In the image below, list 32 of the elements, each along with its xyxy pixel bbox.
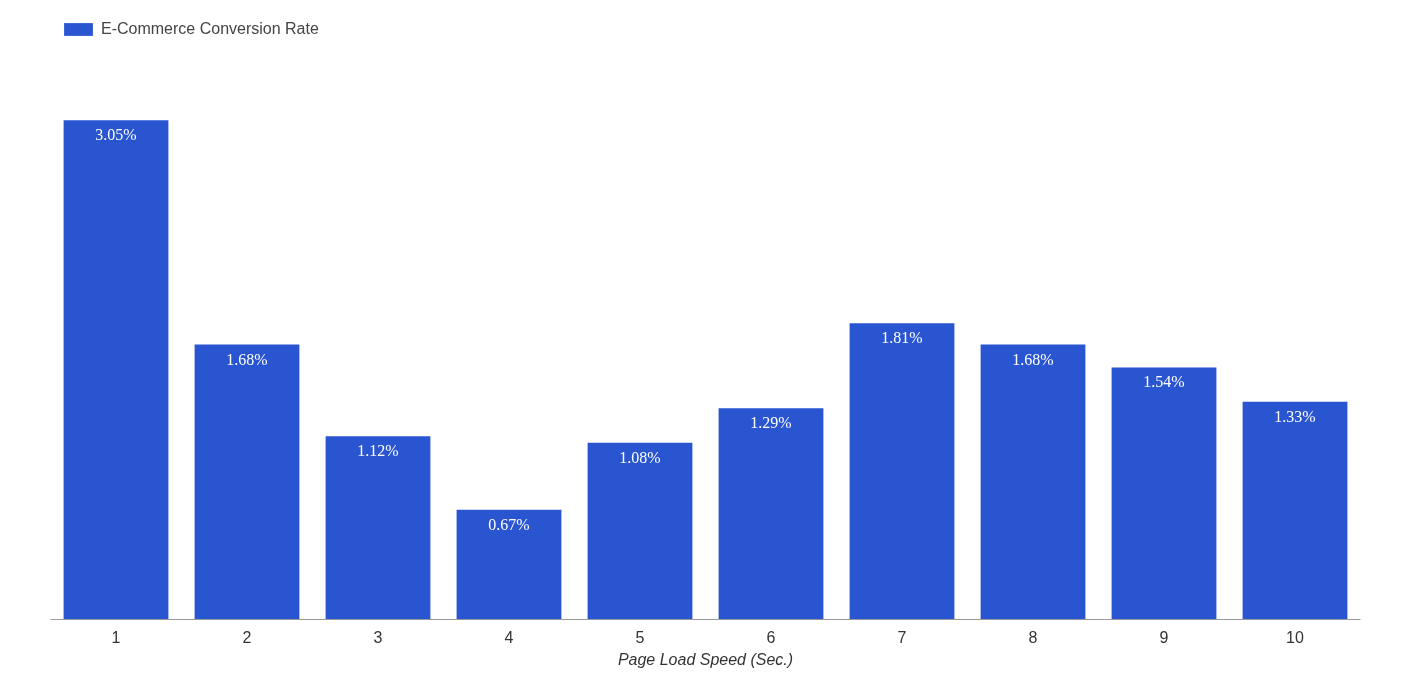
x-tick-label: 1 bbox=[111, 628, 121, 646]
bar bbox=[980, 344, 1086, 620]
bar bbox=[456, 509, 562, 620]
x-tick-label: 8 bbox=[1028, 628, 1038, 646]
data-label: 1.08% bbox=[619, 448, 661, 466]
x-tick-label: 10 bbox=[1286, 628, 1304, 646]
bar bbox=[325, 436, 431, 620]
x-axis-title: Page Load Speed (Sec.) bbox=[617, 650, 794, 668]
data-label: 1.54% bbox=[1143, 373, 1185, 391]
bar bbox=[1242, 401, 1348, 620]
data-label: 1.33% bbox=[1274, 407, 1316, 425]
data-label: 1.68% bbox=[226, 350, 268, 368]
x-tick-label: 9 bbox=[1159, 628, 1169, 646]
data-label: 3.05% bbox=[95, 126, 137, 144]
x-tick-label: 6 bbox=[766, 628, 776, 646]
x-tick-label: 7 bbox=[897, 628, 907, 646]
x-tick-label: 5 bbox=[635, 628, 645, 646]
bar bbox=[718, 408, 824, 620]
data-label: 1.81% bbox=[881, 329, 923, 347]
bar bbox=[1111, 367, 1217, 620]
data-label: 1.12% bbox=[357, 442, 399, 460]
x-tick-label: 4 bbox=[504, 628, 514, 646]
x-tick-label: 3 bbox=[373, 628, 383, 646]
bar bbox=[63, 120, 169, 620]
bar bbox=[587, 442, 693, 620]
bar bbox=[849, 323, 955, 620]
data-label: 1.29% bbox=[750, 414, 792, 432]
legend-label: E-Commerce Conversion Rate bbox=[101, 20, 319, 38]
data-label: 1.68% bbox=[1012, 350, 1054, 368]
x-tick-label: 2 bbox=[242, 628, 252, 646]
bar bbox=[194, 344, 300, 620]
data-label: 0.67% bbox=[488, 515, 530, 533]
